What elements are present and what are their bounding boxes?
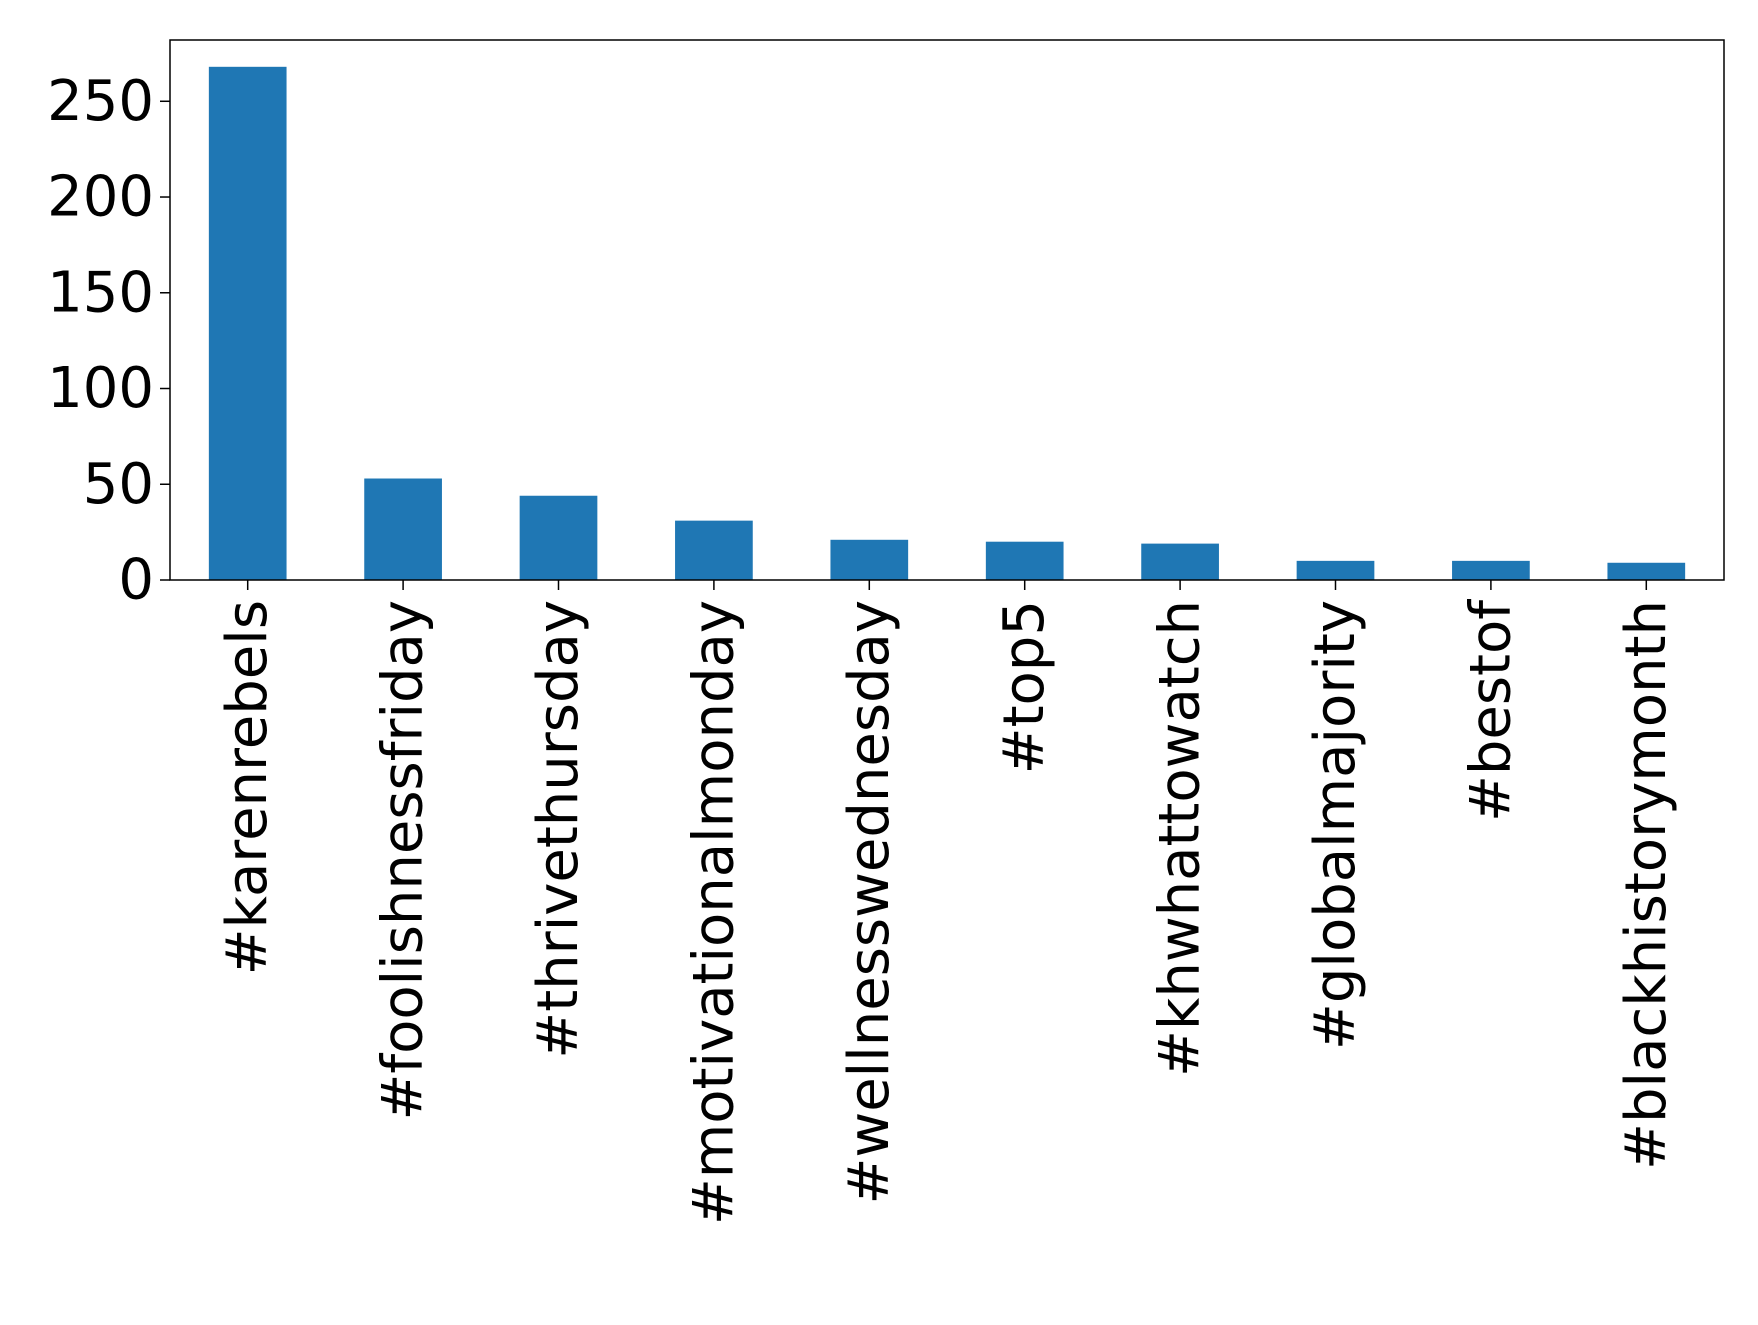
x-tick-label: #khwhattowatch [1148,600,1213,1077]
x-tick-label: #top5 [992,600,1057,774]
bar [675,520,753,580]
y-tick-label: 250 [47,69,154,134]
x-tick-label: #bestof [1458,599,1523,822]
y-tick-label: 0 [118,548,154,613]
bars-layer [208,66,1686,580]
bar [1296,560,1375,580]
y-tick-label: 100 [47,356,154,421]
x-axis: #karenrebels #foolishnessfriday #thrivethu… [215,580,1679,1225]
y-tick-label: 150 [47,260,154,325]
bar [1607,562,1686,580]
bar [519,495,598,580]
bar [364,478,442,580]
x-tick-label: #globalmajority [1303,600,1368,1050]
y-tick-label: 50 [83,452,154,517]
x-tick-label: #karenrebels [215,600,280,975]
x-tick-label: #thrivethursday [526,600,591,1059]
bar [1452,560,1530,580]
x-tick-label: #wellnesswednesday [837,600,902,1205]
x-tick-label: #foolishnessfriday [371,600,436,1121]
plot-frame [169,39,1725,581]
y-axis: 0 50 100 150 200 250 [47,69,170,613]
bar [985,541,1064,580]
bar [208,66,287,580]
y-tick-label: 200 [47,165,154,230]
x-tick-label: #blackhistorymonth [1614,600,1679,1170]
bar [1141,543,1219,580]
x-tick-label: #motivationalmonday [681,600,746,1225]
bar [830,539,909,580]
